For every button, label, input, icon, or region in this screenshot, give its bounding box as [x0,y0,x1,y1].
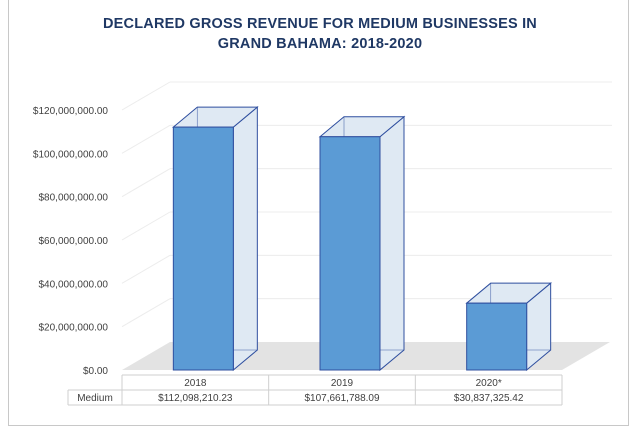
bar-front-face [172,126,234,371]
chart-title: DECLARED GROSS REVENUE FOR MEDIUM BUSINE… [40,14,600,54]
y-tick-label: $120,000,000.00 [33,106,109,117]
chart-title-line-2: GRAND BAHAMA: 2018-2020 [217,36,423,52]
bar-front-face [466,302,528,371]
gridline-diag [121,211,171,241]
bar [171,106,259,372]
y-tick-label: $80,000,000.00 [38,193,108,204]
chart-title-line-1: DECLARED GROSS REVENUE FOR MEDIUM BUSINE… [103,16,537,32]
bar-front-face [319,136,381,371]
gridline-diag [121,254,171,284]
gridline-diag [121,81,171,111]
bar-side-face [232,106,258,372]
data-label: $107,661,788.09 [304,393,380,404]
series-name-label: Medium [77,393,113,404]
y-tick-label: $60,000,000.00 [38,236,108,247]
gridline-diag [121,298,171,328]
gridline-diag [121,124,171,154]
data-label: $112,098,210.23 [158,393,233,404]
y-tick-label: $0.00 [83,366,108,377]
bar [465,282,553,372]
x-tick-label: 2019 [331,378,354,389]
y-tick-label: $20,000,000.00 [38,323,108,334]
bar-side-face [379,115,405,372]
y-tick-label: $40,000,000.00 [38,279,108,290]
y-tick-label: $100,000,000.00 [33,149,109,160]
data-label: $30,837,325.42 [454,393,524,404]
x-tick-label: 2018 [184,378,207,389]
bar [318,115,406,372]
gridline-diag [121,168,171,198]
x-tick-label: 2020* [476,378,502,389]
